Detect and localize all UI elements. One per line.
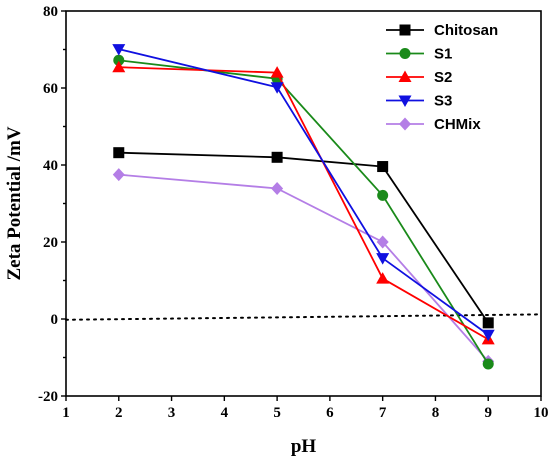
legend-label-s2: S2	[434, 69, 452, 86]
x-tick-label: 5	[273, 405, 281, 421]
legend-label-chitosan: Chitosan	[434, 22, 498, 39]
data-point-chmix	[112, 168, 125, 182]
data-point-s3	[376, 253, 390, 265]
legend-marker-s1	[399, 48, 411, 59]
series-line-s2	[118, 66, 489, 341]
reference-line-layer	[65, 313, 542, 321]
series-chmix	[112, 168, 495, 368]
y-tick-label: 40	[43, 158, 58, 174]
data-point-s2	[112, 60, 126, 73]
data-point-chmix	[376, 235, 389, 249]
data-point-chitosan	[271, 151, 283, 163]
x-tick-label: 10	[534, 405, 549, 421]
ticks: 1 2 3 4 5 6 7 8 9 10 -20 0 20 40 60 80	[38, 4, 549, 421]
series-line-chmix	[118, 173, 489, 362]
legend-label-s1: S1	[434, 46, 452, 63]
legend-label-chmix: CHMix	[434, 116, 481, 133]
data-point-s3	[112, 44, 126, 56]
y-tick-label: 0	[51, 312, 59, 328]
series-s3	[112, 44, 495, 342]
series-line-chitosan	[118, 151, 489, 324]
x-tick-label: 2	[115, 405, 123, 421]
x-tick-label: 8	[432, 405, 440, 421]
data-point-s3	[481, 329, 495, 342]
data-point-s2	[376, 272, 390, 284]
legend-marker-s3	[398, 95, 412, 107]
legend-item-chitosan: Chitosan	[386, 22, 498, 39]
x-tick-label: 1	[62, 405, 70, 421]
x-tick-label: 6	[326, 405, 334, 421]
data-point-chitosan	[377, 161, 389, 173]
axes	[65, 10, 542, 397]
x-tick-label: 9	[484, 405, 492, 421]
data-point-s3	[270, 82, 284, 94]
series-chitosan	[113, 147, 494, 329]
y-axis-title: Zeta Potential /mV	[4, 126, 25, 280]
legend-item-s2: S2	[386, 69, 452, 86]
x-tick-label: 7	[379, 405, 387, 421]
plot-frame	[65, 10, 542, 397]
x-axis-title: pH	[291, 436, 317, 457]
y-tick-label: 60	[43, 81, 58, 97]
data-point-chmix	[271, 181, 284, 195]
y-tick-label: 80	[43, 4, 58, 20]
legend-marker-s2	[398, 70, 412, 82]
zero-reference-line	[65, 313, 542, 321]
legend-label-s3: S3	[434, 93, 452, 110]
data-point-s1	[482, 358, 494, 370]
series-layer	[112, 44, 495, 370]
legend-item-s1: S1	[386, 46, 452, 63]
legend-item-chmix: CHMix	[386, 116, 481, 133]
legend: Chitosan S1 S2 S3 CHMix	[386, 22, 498, 133]
series-line-s1	[118, 59, 489, 365]
y-tick-label: -20	[38, 389, 58, 405]
data-point-chitosan	[482, 317, 494, 329]
legend-marker-chitosan	[399, 24, 411, 36]
data-point-s1	[113, 54, 125, 66]
y-tick-label: 20	[43, 235, 58, 251]
legend-item-s3: S3	[386, 93, 452, 110]
data-point-s2	[270, 66, 284, 78]
series-line-s3	[118, 48, 489, 336]
x-tick-label: 4	[221, 405, 229, 421]
data-point-chitosan	[113, 147, 125, 159]
x-tick-label: 3	[168, 405, 176, 421]
legend-marker-chmix	[399, 117, 411, 131]
data-point-s1	[377, 189, 389, 201]
